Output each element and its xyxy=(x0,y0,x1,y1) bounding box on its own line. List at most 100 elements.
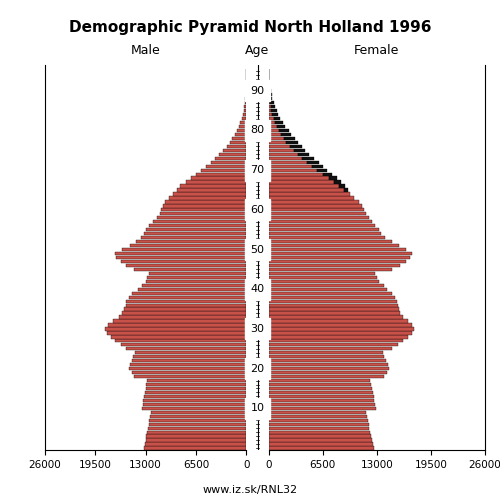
Bar xyxy=(244,105,246,108)
Bar xyxy=(269,144,289,148)
Bar xyxy=(147,430,246,434)
Bar xyxy=(269,446,374,450)
Bar xyxy=(269,288,387,291)
Bar xyxy=(126,264,246,267)
Bar xyxy=(269,172,323,176)
Bar xyxy=(269,308,398,310)
Bar xyxy=(275,121,283,124)
Text: www.iz.sk/RNL32: www.iz.sk/RNL32 xyxy=(202,485,298,495)
Bar xyxy=(132,292,246,295)
Bar xyxy=(154,220,246,224)
Bar xyxy=(269,300,397,303)
Bar xyxy=(269,85,270,88)
Bar xyxy=(157,216,246,220)
Bar xyxy=(146,383,246,386)
Bar xyxy=(269,375,384,378)
Bar xyxy=(180,184,246,188)
Text: 40: 40 xyxy=(250,284,264,294)
Bar xyxy=(269,414,367,418)
Bar xyxy=(269,355,384,358)
Bar xyxy=(269,148,293,152)
Bar xyxy=(202,168,246,172)
Bar xyxy=(269,292,392,295)
Text: 50: 50 xyxy=(250,244,264,254)
Bar xyxy=(148,426,246,430)
Bar xyxy=(186,180,246,184)
Bar xyxy=(142,284,246,287)
Bar xyxy=(269,248,406,251)
Bar xyxy=(144,399,246,402)
Bar xyxy=(150,418,246,422)
Bar xyxy=(269,284,384,287)
Bar xyxy=(146,228,246,232)
Bar xyxy=(135,351,246,354)
Bar xyxy=(269,244,398,247)
Bar xyxy=(165,200,246,203)
Bar xyxy=(146,387,246,390)
Bar xyxy=(113,320,246,322)
Bar xyxy=(269,188,344,192)
Bar xyxy=(144,232,246,235)
Bar xyxy=(176,188,246,192)
Bar xyxy=(269,347,392,350)
Bar xyxy=(269,316,404,318)
Bar xyxy=(114,252,246,255)
Bar xyxy=(269,220,372,224)
Bar xyxy=(134,268,246,271)
Bar xyxy=(274,117,280,120)
Bar xyxy=(269,351,382,354)
Bar xyxy=(269,192,350,196)
Bar xyxy=(269,268,392,271)
Bar xyxy=(269,387,372,390)
Bar xyxy=(210,160,246,164)
Bar xyxy=(118,316,246,318)
Bar xyxy=(269,426,370,430)
Bar xyxy=(108,324,246,326)
Bar xyxy=(128,296,246,299)
Bar xyxy=(323,172,332,176)
Bar xyxy=(269,371,387,374)
Text: 30: 30 xyxy=(250,324,264,334)
Bar xyxy=(148,272,246,275)
Bar xyxy=(269,200,358,203)
Bar xyxy=(269,332,412,334)
Bar xyxy=(269,363,388,366)
Bar xyxy=(269,422,368,426)
Bar xyxy=(269,125,276,128)
Bar xyxy=(227,144,246,148)
Bar xyxy=(245,101,246,104)
Text: 90: 90 xyxy=(250,86,264,96)
Bar xyxy=(240,121,246,124)
Bar xyxy=(122,248,246,251)
Bar xyxy=(142,402,246,406)
Bar xyxy=(269,336,408,338)
Bar xyxy=(269,276,377,279)
Bar xyxy=(269,240,392,244)
Bar xyxy=(144,446,246,450)
Bar xyxy=(269,208,364,212)
Bar xyxy=(144,395,246,398)
Text: 80: 80 xyxy=(250,126,264,136)
Bar xyxy=(138,288,246,291)
Bar xyxy=(269,395,374,398)
Bar xyxy=(146,438,246,442)
Bar xyxy=(269,359,386,362)
Bar xyxy=(269,280,378,283)
Text: 10: 10 xyxy=(250,404,264,413)
Bar xyxy=(124,308,246,310)
Bar xyxy=(328,176,337,180)
Text: 70: 70 xyxy=(250,165,264,175)
Bar xyxy=(334,180,341,184)
Bar xyxy=(269,328,414,330)
Text: Female: Female xyxy=(354,44,400,58)
Bar xyxy=(147,276,246,279)
Bar xyxy=(269,117,274,120)
Bar xyxy=(270,101,274,104)
Bar xyxy=(216,156,246,160)
Bar xyxy=(269,260,406,263)
Bar xyxy=(269,121,275,124)
Bar xyxy=(269,442,372,446)
Bar xyxy=(147,379,246,382)
Bar xyxy=(272,109,276,112)
Bar xyxy=(111,336,246,338)
